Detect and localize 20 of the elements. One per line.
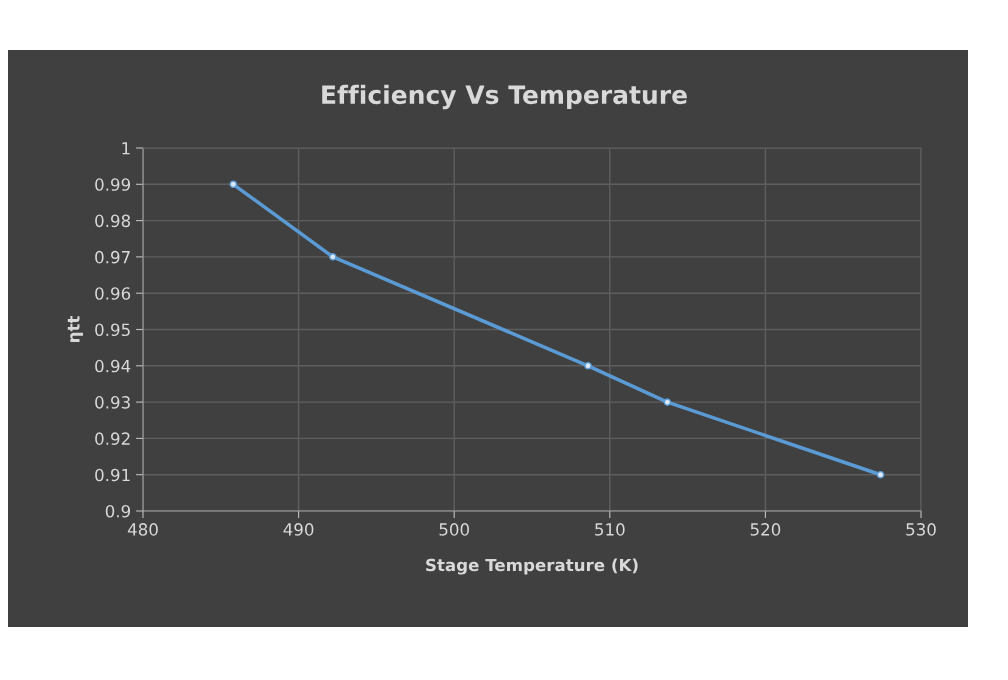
y-tick-label: 0.95 xyxy=(95,323,130,337)
x-tick-label: 490 xyxy=(283,523,314,536)
y-tick-label: 0.94 xyxy=(95,359,131,373)
y-tick-label: 0.92 xyxy=(95,432,130,445)
x-axis-title: Stage Temperature (K) xyxy=(426,558,638,575)
y-tick-label: 0.99 xyxy=(95,178,131,191)
x-tick-label: 520 xyxy=(750,523,781,536)
y-tick-label: 1 xyxy=(122,142,130,155)
y-axis-title: ηtt xyxy=(67,315,83,342)
x-tick-label: 510 xyxy=(595,523,625,536)
x-tick-label: 530 xyxy=(906,523,936,536)
x-tick-label: 480 xyxy=(127,523,158,536)
y-tick-label: 0.97 xyxy=(95,250,130,264)
y-tick-label: 0.91 xyxy=(95,468,130,482)
y-tick-label: 0.93 xyxy=(95,396,130,409)
chart-title: Efficiency Vs Temperature xyxy=(322,84,687,110)
y-tick-label: 0.9 xyxy=(105,504,131,518)
y-tick-label: 0.96 xyxy=(95,287,131,300)
y-tick-label: 0.98 xyxy=(95,214,131,228)
x-tick-label: 500 xyxy=(439,523,469,536)
